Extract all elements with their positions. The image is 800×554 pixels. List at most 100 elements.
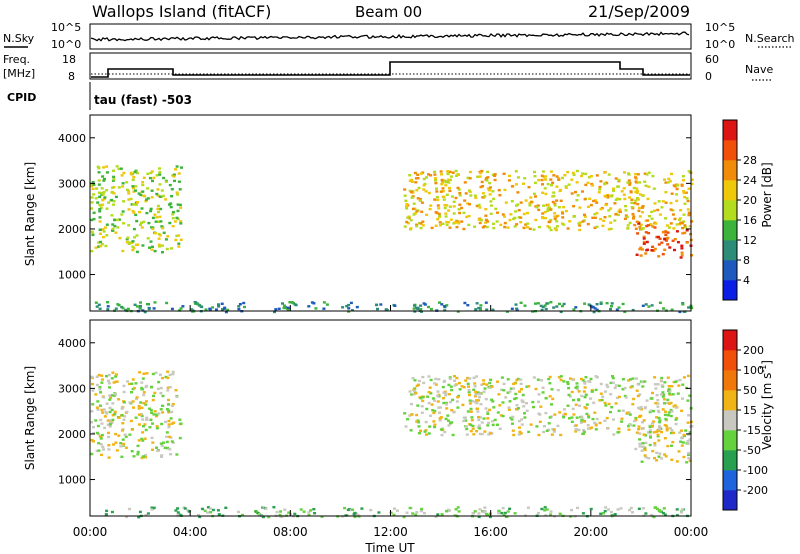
data-cell	[110, 408, 114, 412]
data-cell	[449, 178, 452, 181]
data-cell	[408, 414, 412, 417]
data-cell	[473, 510, 477, 513]
data-cell	[149, 408, 153, 412]
data-cell	[558, 512, 562, 515]
data-cell	[481, 226, 485, 229]
data-cell	[172, 211, 175, 214]
data-cell	[294, 303, 298, 307]
nave-label: Nave	[745, 63, 773, 76]
data-cell	[434, 515, 438, 518]
data-cell	[638, 438, 642, 441]
data-cell	[433, 425, 436, 429]
data-cell	[555, 225, 559, 228]
data-cell	[462, 386, 466, 389]
data-cell	[604, 404, 608, 407]
data-cell	[435, 211, 439, 215]
data-cell	[146, 172, 150, 175]
data-cell	[552, 194, 556, 198]
data-cell	[522, 226, 526, 230]
data-cell	[595, 201, 599, 204]
data-cell	[478, 508, 482, 511]
data-cell	[412, 389, 416, 392]
data-cell	[449, 385, 453, 388]
data-cell	[452, 222, 456, 225]
data-cell	[612, 433, 616, 436]
data-cell	[156, 188, 160, 191]
data-cell	[127, 242, 131, 245]
data-cell	[514, 392, 518, 396]
data-cell	[164, 198, 168, 201]
data-cell	[479, 185, 483, 189]
data-cell	[209, 511, 213, 514]
data-cell	[409, 429, 413, 432]
data-cell	[151, 398, 155, 402]
colorbar-segment	[723, 450, 737, 471]
data-cell	[511, 429, 515, 432]
data-cell	[622, 187, 626, 190]
data-cell	[652, 515, 656, 519]
data-cell	[586, 222, 590, 226]
data-cell	[613, 386, 617, 390]
data-cell	[466, 376, 470, 380]
data-cell	[556, 214, 560, 217]
data-cell	[671, 213, 675, 216]
data-cell	[98, 386, 102, 389]
data-cell	[414, 392, 418, 395]
freq-trace	[91, 61, 690, 78]
data-cell	[604, 195, 608, 198]
data-cell	[677, 384, 681, 387]
data-cell	[492, 226, 496, 230]
data-cell	[647, 171, 651, 174]
data-cell	[113, 224, 117, 228]
data-cell	[645, 224, 649, 228]
data-cell	[351, 309, 354, 312]
data-cell	[170, 188, 174, 191]
data-cell	[517, 433, 521, 436]
data-cell	[468, 377, 472, 380]
data-cell	[448, 170, 452, 174]
data-cell	[549, 228, 553, 232]
data-cell	[623, 197, 627, 201]
data-cell	[107, 201, 111, 204]
data-cell	[144, 456, 148, 459]
data-cell	[95, 449, 99, 453]
data-cell	[474, 196, 478, 200]
data-cell	[642, 433, 646, 436]
data-cell	[637, 507, 641, 510]
data-cell	[511, 415, 515, 419]
data-cell	[496, 423, 499, 426]
data-cell	[638, 181, 642, 184]
data-cell	[130, 203, 134, 206]
data-cell	[658, 510, 662, 513]
data-cell	[138, 371, 142, 374]
data-cell	[429, 378, 433, 382]
data-cell	[90, 249, 94, 253]
data-cell	[503, 215, 506, 218]
data-cell	[643, 447, 647, 450]
data-cell	[568, 220, 572, 223]
data-cell	[448, 422, 452, 425]
data-cell	[660, 384, 664, 387]
data-cell	[540, 178, 544, 182]
data-cell	[443, 204, 447, 207]
data-cell	[687, 187, 691, 190]
data-cell	[648, 434, 652, 437]
data-cell	[112, 203, 115, 206]
data-cell	[583, 198, 587, 201]
data-cell	[626, 181, 630, 184]
data-cell	[589, 377, 593, 381]
data-cell	[346, 508, 350, 512]
data-cell	[111, 186, 115, 189]
data-cell	[420, 310, 423, 313]
data-cell	[132, 406, 135, 409]
data-cell	[322, 307, 326, 310]
data-cell	[468, 393, 471, 397]
data-cell	[102, 179, 106, 182]
data-cell	[552, 174, 556, 177]
data-cell	[605, 302, 609, 305]
data-cell	[99, 437, 103, 440]
data-cell	[536, 302, 540, 305]
data-cell	[309, 509, 313, 512]
data-cell	[599, 382, 603, 386]
xtick-label: 08:00	[273, 525, 308, 539]
